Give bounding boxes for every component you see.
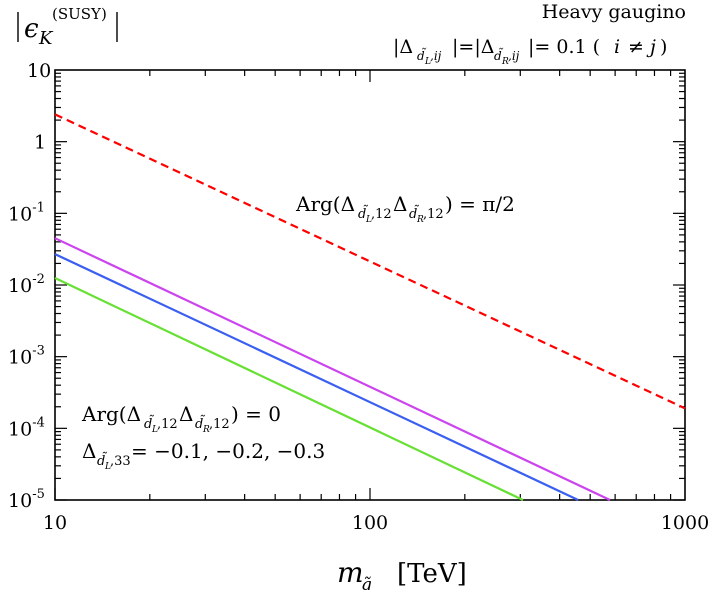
svg-text:Δ: Δ: [393, 192, 407, 216]
svg-text:d̃: d̃: [409, 205, 419, 222]
svg-text:) = π/2: ) = π/2: [445, 192, 515, 216]
y-tick-label: 10-4: [8, 415, 45, 440]
series-line-4: [54, 277, 524, 501]
svg-text:|=|Δ: |=|Δ: [452, 36, 494, 58]
svg-text:d̃: d̃: [144, 415, 154, 432]
y-tick-label: 1: [34, 132, 46, 154]
annotation-lower: Arg(Δ d̃ L ,12 Δ d̃ R ,12 ) = 0 Δ d̃ L ,…: [81, 402, 325, 472]
series-line-3: [54, 253, 579, 501]
svg-text:≠: ≠: [628, 36, 644, 58]
x-tick-label: 1000: [661, 512, 709, 534]
svg-text:): ): [660, 36, 667, 58]
plot-area: [54, 69, 686, 501]
axis-ticks: [54, 70, 685, 501]
y-tick-label: 10-1: [8, 200, 45, 225]
svg-text:Δ: Δ: [179, 402, 193, 426]
chart-title-left: ϵ K (SUSY): [17, 5, 118, 49]
svg-text:,ij: ,ij: [508, 49, 520, 63]
y-tick-label: 10: [27, 60, 51, 82]
svg-text:|= 0.1 (: |= 0.1 (: [528, 36, 600, 58]
svg-text:ϵ: ϵ: [24, 14, 39, 44]
svg-text:,ij: ,ij: [430, 49, 442, 63]
svg-text:d̃: d̃: [417, 47, 427, 63]
series-line-2: [54, 237, 611, 501]
svg-text:m: m: [337, 556, 364, 589]
y-tick-labels: 10-5 10-4 10-3 10-2 10-1 1 10: [8, 60, 51, 512]
svg-text:L: L: [365, 215, 372, 225]
svg-text:(SUSY): (SUSY): [52, 5, 107, 23]
svg-text:Arg(Δ: Arg(Δ: [81, 402, 141, 426]
svg-text:R: R: [202, 425, 210, 435]
svg-text:Arg(Δ: Arg(Δ: [295, 192, 355, 216]
svg-text:R: R: [501, 57, 509, 67]
svg-text:,33: ,33: [110, 454, 131, 469]
x-tick-label: 100: [352, 512, 388, 534]
svg-text:i: i: [614, 36, 620, 58]
svg-text:) = 0: ) = 0: [231, 402, 281, 426]
svg-text:Δ: Δ: [82, 439, 96, 463]
svg-text:,12: ,12: [371, 207, 392, 222]
series-line-1: [54, 113, 686, 410]
chart-title-right-line2: |Δ d̃ L ,ij |=|Δ d̃ R ,ij |= 0.1 ( i ≠ j…: [393, 36, 667, 67]
x-tick-labels: 10 100 1000: [43, 512, 709, 534]
y-tick-label: 10-2: [8, 272, 45, 297]
annotation-upper: Arg(Δ d̃ L ,12 Δ d̃ R ,12 ) = π/2: [295, 192, 515, 225]
svg-text:d̃: d̃: [494, 47, 504, 63]
y-tick-label: 10-3: [8, 344, 45, 369]
svg-text:d̃: d̃: [358, 205, 368, 222]
svg-text:L: L: [151, 425, 158, 435]
svg-text:|Δ: |Δ: [393, 36, 413, 58]
series-group: [54, 113, 686, 501]
svg-text:L: L: [104, 462, 111, 472]
svg-text:L: L: [424, 57, 431, 67]
svg-text:j: j: [646, 36, 656, 58]
svg-text:,12: ,12: [209, 417, 230, 432]
svg-text:d̃: d̃: [195, 415, 205, 432]
y-tick-label: 10-5: [8, 487, 45, 512]
svg-text:q̃: q̃: [361, 575, 372, 590]
svg-text:,12: ,12: [157, 417, 178, 432]
svg-text:R: R: [416, 215, 424, 225]
svg-text:[TeV]: [TeV]: [397, 559, 467, 589]
chart-title-right-line1: Heavy gaugino: [542, 1, 686, 23]
x-tick-label: 10: [43, 512, 67, 534]
x-axis-label: m q̃ [TeV]: [337, 556, 467, 590]
svg-text:K: K: [38, 28, 54, 49]
svg-text:= −0.1, −0.2, −0.3: = −0.1, −0.2, −0.3: [131, 439, 325, 463]
svg-text:d̃: d̃: [97, 452, 107, 469]
svg-text:,12: ,12: [423, 207, 444, 222]
